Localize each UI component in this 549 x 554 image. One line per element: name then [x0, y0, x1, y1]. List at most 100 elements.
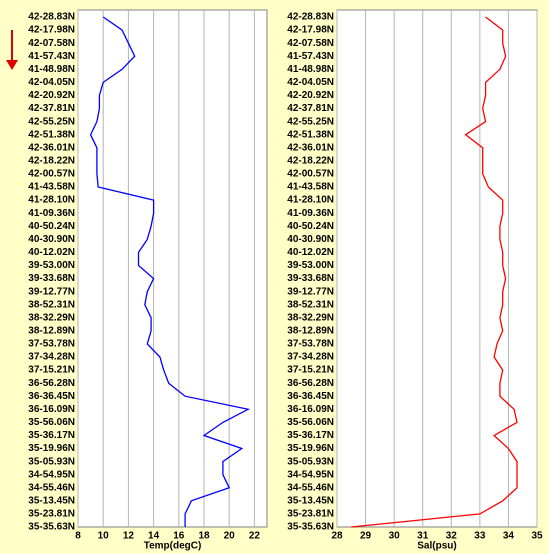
- y-tick-label: 34-54.95N: [28, 469, 75, 480]
- y-tick-label: 35-36.17N: [287, 430, 334, 441]
- x-tick-label: 8: [75, 531, 81, 542]
- plot-area: [77, 9, 268, 528]
- y-tick-label: 42-07.58N: [28, 38, 75, 49]
- x-tick-label: 34: [503, 531, 515, 542]
- y-tick-label: 40-50.24N: [287, 221, 334, 232]
- y-tick-label: 35-35.63N: [28, 522, 75, 533]
- y-tick-label: 37-34.28N: [28, 352, 75, 363]
- x-tick-label: 35: [531, 531, 543, 542]
- y-tick-label: 36-16.09N: [287, 404, 334, 415]
- y-tick-label: 42-20.92N: [287, 90, 334, 101]
- y-tick-label: 34-55.46N: [28, 482, 75, 493]
- x-tick-label: 14: [148, 531, 160, 542]
- x-tick-label: 28: [331, 531, 343, 542]
- y-tick-label: 38-32.29N: [287, 312, 334, 323]
- y-tick-label: 35-05.93N: [28, 456, 75, 467]
- y-tick-label: 41-09.36N: [287, 208, 334, 219]
- y-tick-label: 41-48.98N: [287, 64, 334, 75]
- y-tick-label: 36-16.09N: [28, 404, 75, 415]
- x-tick-label: 22: [249, 531, 261, 542]
- y-tick-label: 35-23.81N: [287, 509, 334, 520]
- y-tick-label: 39-33.68N: [287, 273, 334, 284]
- y-tick-label: 42-20.92N: [28, 90, 75, 101]
- y-tick-label: 42-55.25N: [28, 116, 75, 127]
- y-tick-label: 42-18.22N: [28, 155, 75, 166]
- x-axis-label: Temp(degC): [144, 541, 202, 552]
- y-tick-label: 42-36.01N: [28, 142, 75, 153]
- y-tick-label: 38-12.89N: [28, 325, 75, 336]
- y-tick-label: 41-28.10N: [28, 195, 75, 206]
- x-tick-label: 33: [474, 531, 486, 542]
- x-tick-label: 32: [446, 531, 458, 542]
- y-tick-label: 37-15.21N: [287, 365, 334, 376]
- y-tick-label: 42-00.57N: [287, 169, 334, 180]
- y-tick-label: 35-56.06N: [28, 417, 75, 428]
- y-tick-label: 37-53.78N: [28, 339, 75, 350]
- y-tick-label: 38-12.89N: [287, 325, 334, 336]
- y-tick-label: 39-33.68N: [28, 273, 75, 284]
- y-tick-label: 42-37.81N: [28, 103, 75, 114]
- y-tick-label: 35-19.96N: [287, 443, 334, 454]
- x-tick-label: 18: [198, 531, 210, 542]
- y-tick-label: 41-43.58N: [28, 182, 75, 193]
- x-axis-label: Sal(psu): [417, 541, 456, 552]
- y-tick-label: 34-55.46N: [287, 482, 334, 493]
- y-tick-label: 42-36.01N: [287, 142, 334, 153]
- y-tick-label: 41-43.58N: [287, 182, 334, 193]
- y-tick-label: 36-36.45N: [28, 391, 75, 402]
- y-tick-label: 39-12.77N: [287, 286, 334, 297]
- x-tick-label: 10: [98, 531, 110, 542]
- y-tick-label: 41-09.36N: [28, 208, 75, 219]
- y-tick-label: 40-12.02N: [287, 247, 334, 258]
- y-tick-label: 40-30.90N: [287, 234, 334, 245]
- y-tick-label: 38-52.31N: [287, 299, 334, 310]
- profile-line: [351, 16, 518, 528]
- direction-arrow: [6, 30, 18, 70]
- y-tick-label: 40-12.02N: [28, 247, 75, 258]
- y-tick-label: 42-55.25N: [287, 116, 334, 127]
- y-tick-label: 38-32.29N: [28, 312, 75, 323]
- y-tick-label: 37-15.21N: [28, 365, 75, 376]
- y-tick-label: 40-30.90N: [28, 234, 75, 245]
- x-tick-label: 16: [173, 531, 185, 542]
- y-tick-label: 40-50.24N: [28, 221, 75, 232]
- y-tick-label: 39-12.77N: [28, 286, 75, 297]
- y-tick-label: 42-07.58N: [287, 38, 334, 49]
- y-tick-label: 42-28.83N: [287, 12, 334, 23]
- y-tick-label: 42-04.05N: [28, 77, 75, 88]
- x-tick-label: 20: [224, 531, 236, 542]
- y-tick-label: 35-35.63N: [287, 522, 334, 533]
- y-tick-label: 42-51.38N: [287, 129, 334, 140]
- y-tick-label: 42-51.38N: [28, 129, 75, 140]
- y-tick-label: 36-56.28N: [287, 378, 334, 389]
- y-tick-label: 35-19.96N: [28, 443, 75, 454]
- plot-area: [336, 9, 538, 528]
- x-tick-label: 31: [417, 531, 429, 542]
- y-tick-label: 42-17.98N: [28, 25, 75, 36]
- y-tick-label: 39-53.00N: [287, 260, 334, 271]
- y-tick-label: 35-05.93N: [287, 456, 334, 467]
- y-tick-label: 35-13.45N: [28, 495, 75, 506]
- y-tick-label: 42-37.81N: [287, 103, 334, 114]
- y-tick-label: 39-53.00N: [28, 260, 75, 271]
- y-tick-label: 42-04.05N: [287, 77, 334, 88]
- y-tick-label: 42-00.57N: [28, 169, 75, 180]
- y-tick-label: 35-36.17N: [28, 430, 75, 441]
- y-tick-label: 42-18.22N: [287, 155, 334, 166]
- x-tick-label: 30: [389, 531, 401, 542]
- y-tick-label: 37-34.28N: [287, 352, 334, 363]
- y-tick-label: 37-53.78N: [287, 339, 334, 350]
- y-tick-label: 34-54.95N: [287, 469, 334, 480]
- y-tick-label: 41-28.10N: [287, 195, 334, 206]
- x-tick-label: 29: [360, 531, 372, 542]
- y-tick-label: 35-56.06N: [287, 417, 334, 428]
- y-tick-label: 42-28.83N: [28, 12, 75, 23]
- y-tick-label: 35-13.45N: [287, 495, 334, 506]
- x-tick-label: 12: [123, 531, 135, 542]
- y-tick-label: 41-57.43N: [287, 51, 334, 62]
- y-tick-label: 38-52.31N: [28, 299, 75, 310]
- y-tick-label: 35-23.81N: [28, 509, 75, 520]
- profile-line: [89, 16, 251, 527]
- y-tick-label: 36-36.45N: [287, 391, 334, 402]
